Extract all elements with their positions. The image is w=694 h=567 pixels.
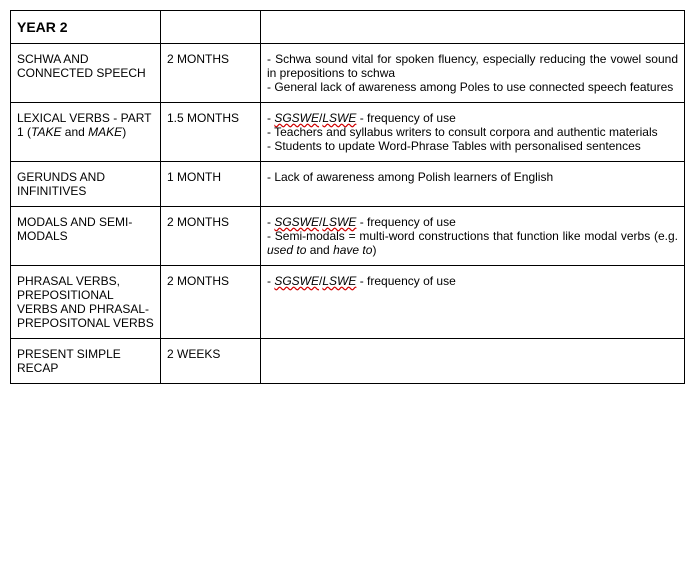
header-empty-1 [161,11,261,44]
topic-text: ) [122,125,126,139]
header-empty-2 [261,11,685,44]
duration-cell: 2 MONTHS [161,266,261,339]
note-text: and [306,243,333,257]
topic-italic: TAKE [31,125,61,139]
book-ref: SGSWE [274,215,319,229]
book-ref: SGSWE [274,274,319,288]
topic-cell: MODALS AND SEMI-MODALS [11,207,161,266]
note-line: - SGSWE/LSWE - frequency of use [267,274,678,288]
topic-cell: LEXICAL VERBS - PART 1 (TAKE and MAKE) [11,103,161,162]
note-text: - Semi-modals = multi-word constructions… [267,229,678,243]
notes-cell [261,339,685,384]
book-ref: LSWE [322,215,356,229]
duration-cell: 1 MONTH [161,162,261,207]
table-row: LEXICAL VERBS - PART 1 (TAKE and MAKE) 1… [11,103,685,162]
notes-cell: - SGSWE/LSWE - frequency of use - Teache… [261,103,685,162]
note-line: - SGSWE/LSWE - frequency of use [267,215,678,229]
table-row: SCHWA AND CONNECTED SPEECH 2 MONTHS - Sc… [11,44,685,103]
book-ref: SGSWE [274,111,319,125]
topic-italic: MAKE [88,125,122,139]
table-row: MODALS AND SEMI-MODALS 2 MONTHS - SGSWE/… [11,207,685,266]
notes-cell: - SGSWE/LSWE - frequency of use [261,266,685,339]
topic-cell: SCHWA AND CONNECTED SPEECH [11,44,161,103]
note-line: - Semi-modals = multi-word constructions… [267,229,678,257]
topic-cell: GERUNDS AND INFINITIVES [11,162,161,207]
note-line: - Schwa sound vital for spoken fluency, … [267,52,678,80]
book-ref: LSWE [322,274,356,288]
note-line: - Students to update Word-Phrase Tables … [267,139,678,153]
book-ref: LSWE [322,111,356,125]
duration-cell: 2 MONTHS [161,44,261,103]
note-text: ) [372,243,376,257]
notes-cell: - Lack of awareness among Polish learner… [261,162,685,207]
note-text: - frequency of use [356,274,455,288]
topic-cell: PHRASAL VERBS, PREPOSITIONAL VERBS AND P… [11,266,161,339]
duration-cell: 1.5 MONTHS [161,103,261,162]
notes-cell: - Schwa sound vital for spoken fluency, … [261,44,685,103]
note-line: - Teachers and syllabus writers to consu… [267,125,678,139]
note-text: - frequency of use [356,215,455,229]
note-italic: have to [333,243,372,257]
table-header-row: YEAR 2 [11,11,685,44]
note-line: - General lack of awareness among Poles … [267,80,678,94]
header-title: YEAR 2 [11,11,161,44]
topic-text: and [61,125,88,139]
curriculum-table: YEAR 2 SCHWA AND CONNECTED SPEECH 2 MONT… [10,10,685,384]
notes-cell: - SGSWE/LSWE - frequency of use - Semi-m… [261,207,685,266]
table-row: PHRASAL VERBS, PREPOSITIONAL VERBS AND P… [11,266,685,339]
note-text: - frequency of use [356,111,455,125]
note-italic: used to [267,243,306,257]
table-row: PRESENT SIMPLE RECAP 2 WEEKS [11,339,685,384]
duration-cell: 2 MONTHS [161,207,261,266]
topic-cell: PRESENT SIMPLE RECAP [11,339,161,384]
table-row: GERUNDS AND INFINITIVES 1 MONTH - Lack o… [11,162,685,207]
note-line: - SGSWE/LSWE - frequency of use [267,111,678,125]
note-line: - Lack of awareness among Polish learner… [267,170,678,184]
duration-cell: 2 WEEKS [161,339,261,384]
